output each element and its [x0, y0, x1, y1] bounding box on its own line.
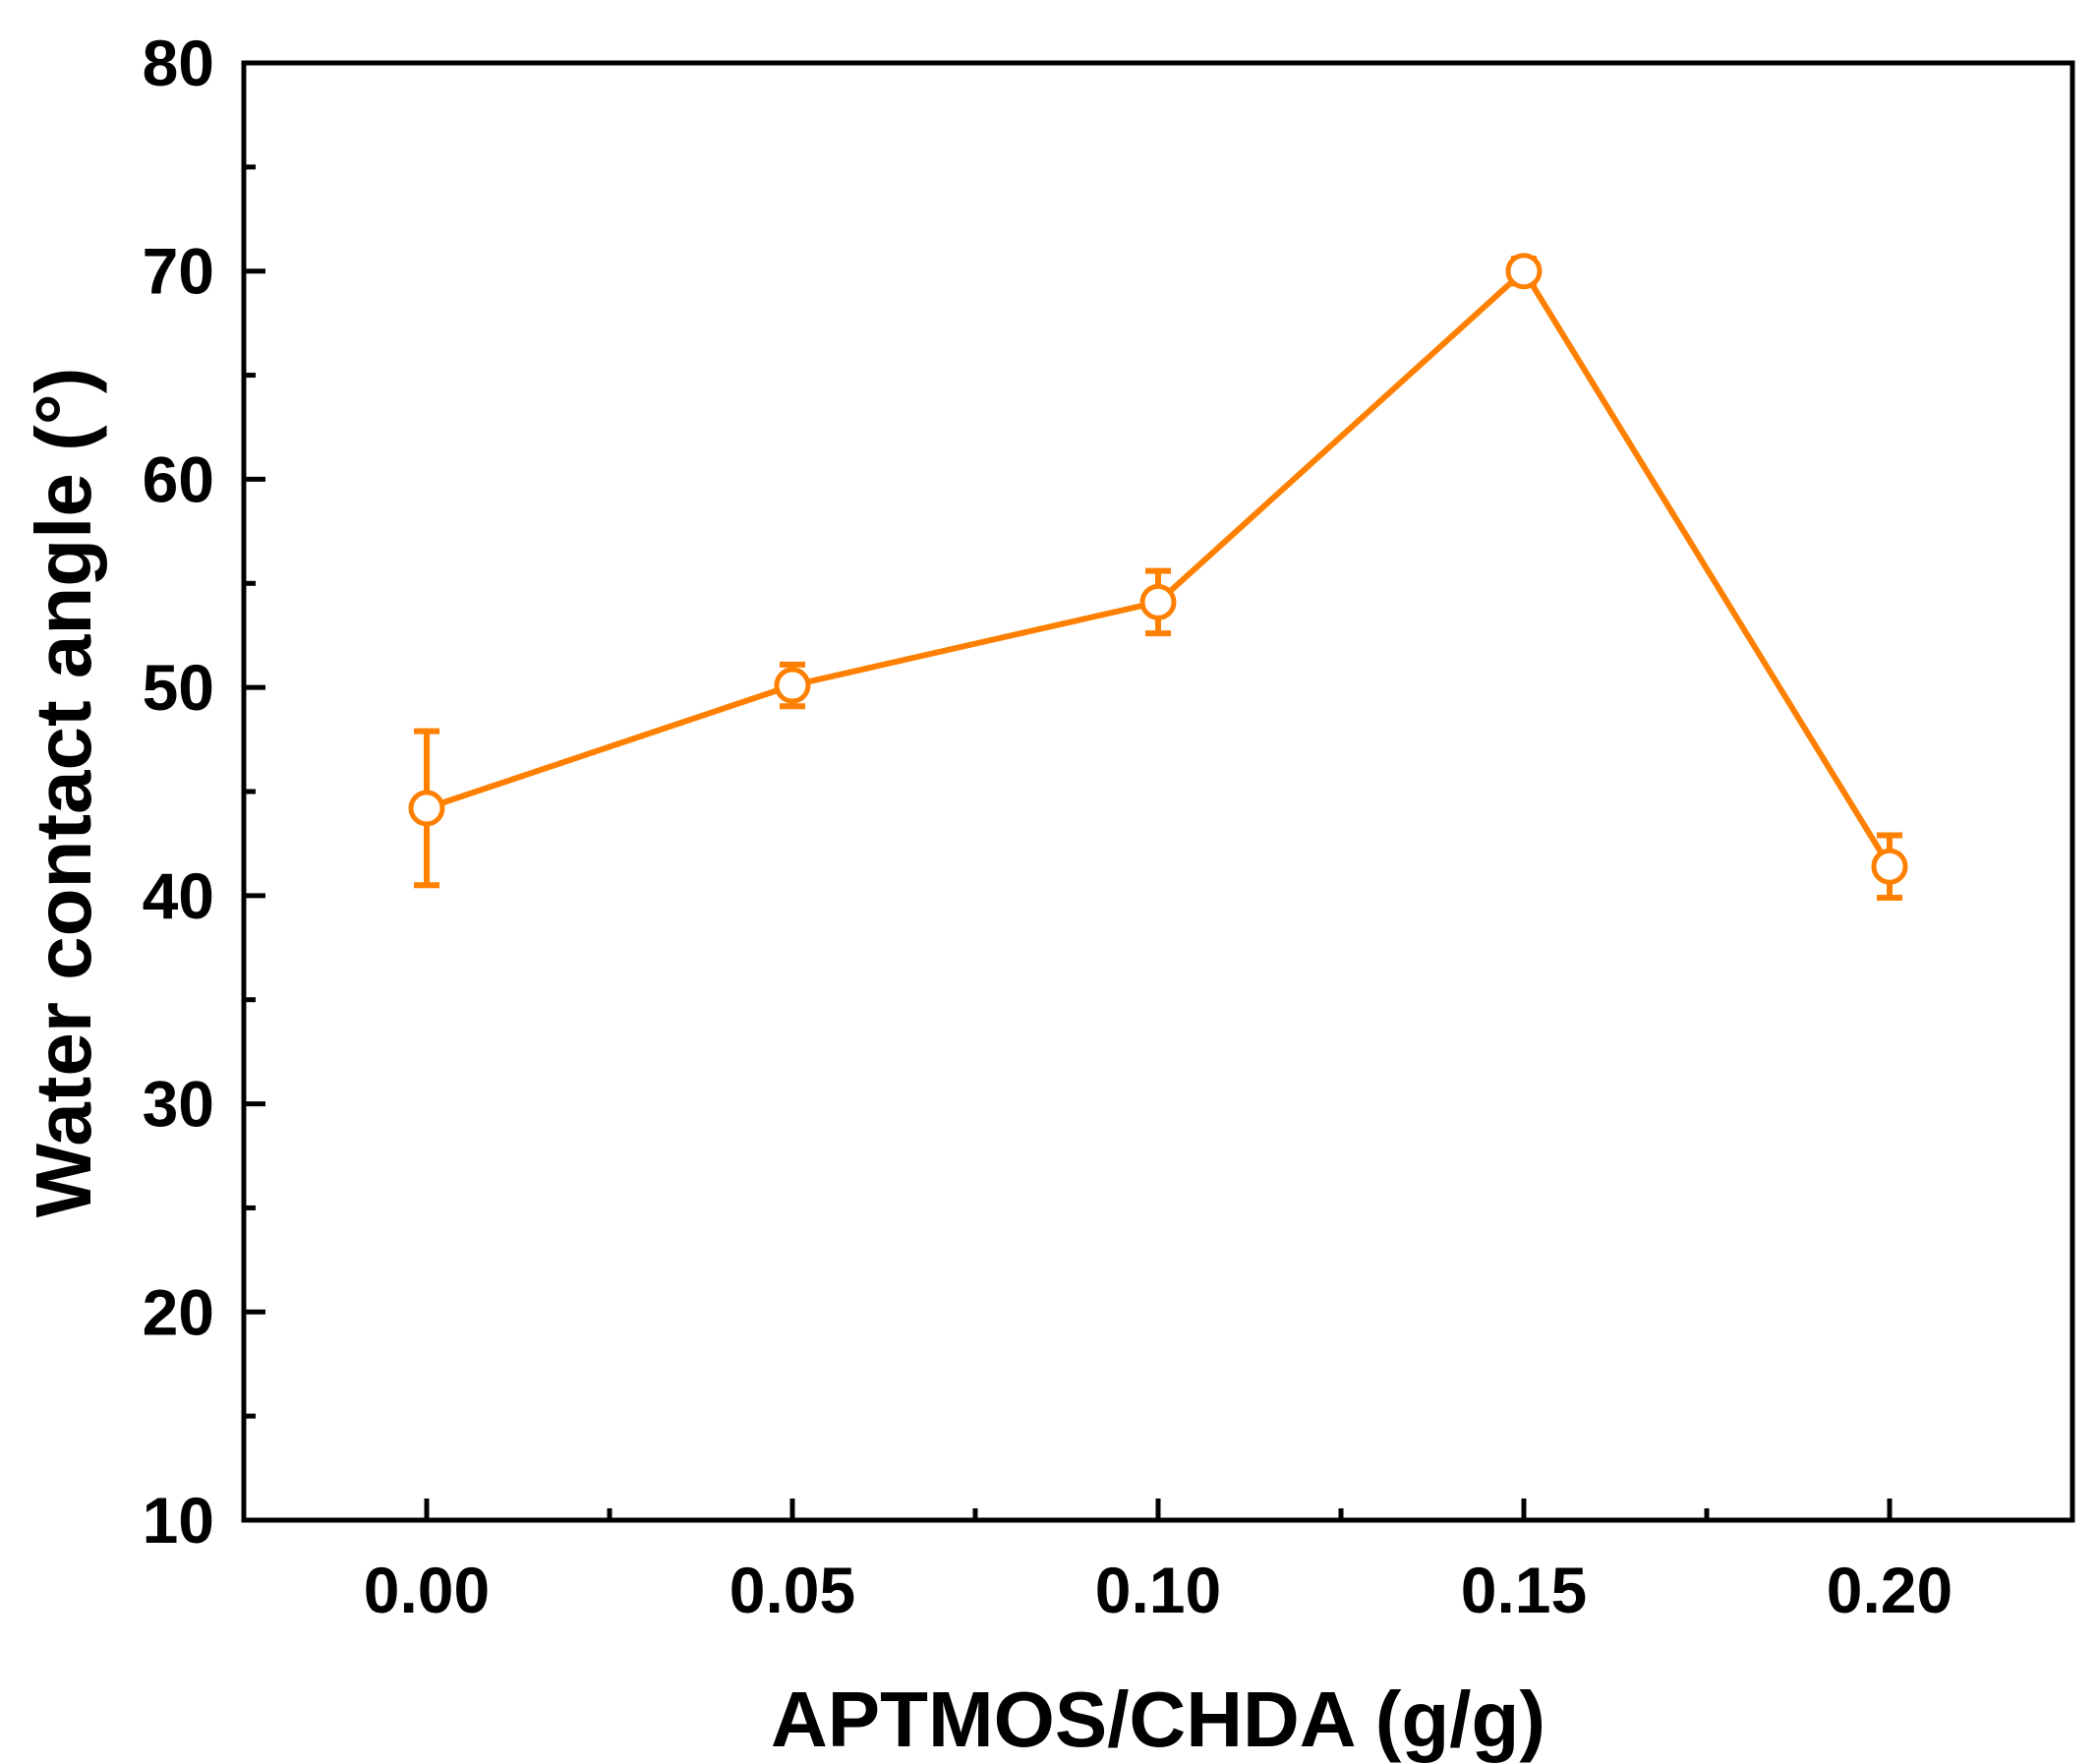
x-tick-label: 0.20: [1827, 1554, 1952, 1626]
x-tick-label: 0.10: [1095, 1554, 1221, 1626]
data-point: [1139, 583, 1177, 620]
data-point: [1505, 253, 1543, 290]
plot-frame: [241, 60, 2075, 1523]
series-layer: [408, 253, 1908, 901]
y-tick-label: 10: [143, 1484, 214, 1557]
axis-ticks: 10 20 30 40 50 60 70 80 0.00 0.05 0.10 0.15 0.20: [143, 27, 1953, 1626]
y-tick-label: 50: [143, 651, 214, 724]
y-axis-title: Water contact angle (°): [20, 368, 107, 1218]
y-tick-label: 30: [143, 1068, 214, 1141]
y-tick-label: 20: [143, 1275, 214, 1348]
x-axis-title: APTMOS/CHDA (g/g): [771, 1676, 1545, 1763]
x-tick-label: 0.00: [364, 1554, 490, 1626]
data-point: [774, 667, 811, 704]
y-tick-label: 40: [143, 859, 214, 932]
x-tick-label: 0.05: [729, 1554, 855, 1626]
data-point: [1871, 848, 1908, 885]
y-tick-label: 80: [143, 27, 214, 99]
x-tick-label: 0.15: [1461, 1554, 1587, 1626]
y-tick-label: 60: [143, 442, 214, 515]
y-tick-label: 70: [143, 235, 214, 308]
data-point: [408, 790, 445, 827]
